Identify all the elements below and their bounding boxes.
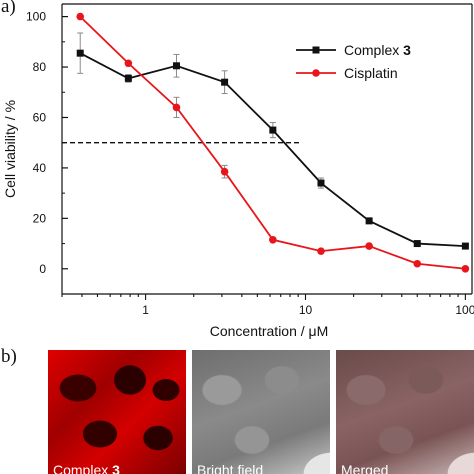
x-tick-label: 10: [299, 303, 313, 317]
point-complex-3: [365, 217, 373, 225]
legend-marker-cisplatin: [312, 69, 320, 77]
x-tick-label: 1: [142, 303, 149, 317]
micrograph-row: Complex 3 Bright field Merged: [48, 350, 474, 474]
micrograph-bright-field: Bright field: [192, 350, 330, 474]
micrograph-caption-complex3: Complex 3: [53, 462, 120, 474]
point-cisplatin: [76, 12, 85, 21]
y-tick-label: 100: [26, 10, 46, 24]
micrograph-caption-bright-field: Bright field: [197, 462, 264, 474]
point-complex-3: [124, 74, 132, 82]
y-tick-label: 20: [33, 211, 47, 225]
point-complex-3: [269, 126, 277, 134]
point-complex-3: [221, 78, 229, 86]
series-line-complex-3: [79, 52, 466, 247]
x-axis-label: Concentration / μM: [210, 323, 329, 339]
micrograph-caption-merged: Merged: [341, 462, 389, 474]
point-cisplatin: [461, 264, 470, 273]
legend-label-complex-3: Complex 3: [344, 42, 411, 58]
point-cisplatin: [413, 259, 422, 268]
micrograph-complex3: Complex 3: [48, 350, 186, 474]
point-complex-3: [317, 179, 325, 187]
y-axis-label: Cell viability / %: [2, 100, 18, 198]
y-tick-label: 40: [33, 161, 47, 175]
point-complex-3: [461, 242, 469, 250]
point-complex-3: [413, 240, 421, 248]
point-cisplatin: [269, 235, 277, 244]
legend-marker-complex-3: [312, 46, 320, 54]
x-tick-label: 100: [455, 303, 474, 317]
point-cisplatin: [220, 167, 229, 176]
point-cisplatin: [365, 242, 373, 250]
micrograph-merged: Merged: [336, 350, 474, 474]
point-complex-3: [172, 62, 180, 70]
point-cisplatin: [124, 59, 133, 68]
viability-chart: 0 20 40 60 80 100 1 10 100 Concentration / μM Cell…: [2, 3, 474, 339]
y-tick-label: 0: [39, 262, 46, 276]
y-tick-label: 80: [33, 60, 47, 74]
y-tick-label: 60: [33, 110, 47, 124]
legend-label-cisplatin: Cisplatin: [344, 65, 398, 81]
point-cisplatin: [317, 247, 325, 255]
point-cisplatin: [172, 103, 181, 112]
point-complex-3: [76, 49, 84, 57]
panel-b-label: b): [1, 346, 17, 367]
panel-a-label: a): [1, 0, 16, 17]
